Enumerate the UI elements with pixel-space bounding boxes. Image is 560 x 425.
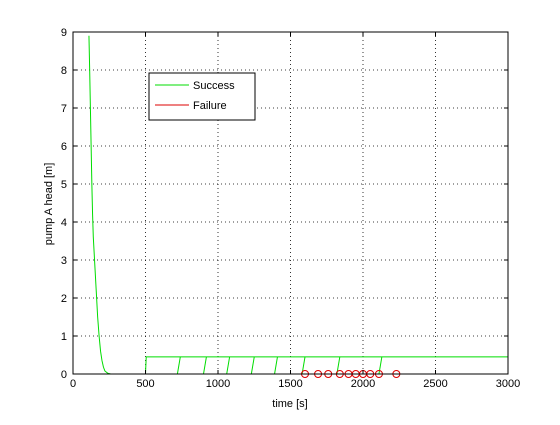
success-series-line [203, 356, 207, 375]
y-axis-label: pump A head [m] [43, 163, 55, 246]
y-tick-label: 9 [61, 27, 67, 39]
y-tick-label: 2 [61, 293, 67, 305]
y-tick-label: 3 [61, 255, 67, 267]
x-tick-label: 500 [136, 378, 154, 390]
y-tick-label: 0 [61, 369, 67, 381]
success-series-line [250, 356, 255, 375]
success-series-line [88, 35, 146, 375]
y-tick-label: 7 [61, 103, 67, 115]
x-tick-label: 1000 [206, 378, 230, 390]
x-axis-label: time [s] [272, 398, 307, 410]
success-series-line [378, 356, 383, 375]
y-tick-label: 4 [61, 217, 67, 229]
success-series-line [145, 356, 508, 375]
x-tick-label: 2000 [351, 378, 375, 390]
success-series-line [176, 356, 181, 375]
success-series-line [274, 356, 278, 375]
success-series-line [226, 356, 231, 375]
legend-box [148, 72, 256, 121]
plot-area [73, 32, 508, 374]
legend: Success Failure [148, 72, 256, 121]
y-tick-label: 8 [61, 65, 67, 77]
legend-success-label: Success [193, 80, 235, 92]
legend-failure-label: Failure [193, 100, 227, 112]
y-tick-label: 5 [61, 179, 67, 191]
axis-ticks: 0 500 1000 1500 2000 2500 3000 0 1 2 3 4 5 6 7 8 9 [61, 27, 520, 390]
x-tick-label: 0 [70, 378, 76, 390]
y-tick-label: 6 [61, 141, 67, 153]
y-tick-label: 1 [61, 331, 67, 343]
x-tick-label: 1500 [278, 378, 302, 390]
grid-lines [73, 32, 508, 374]
x-tick-label: 3000 [496, 378, 520, 390]
x-tick-label: 2500 [423, 378, 447, 390]
